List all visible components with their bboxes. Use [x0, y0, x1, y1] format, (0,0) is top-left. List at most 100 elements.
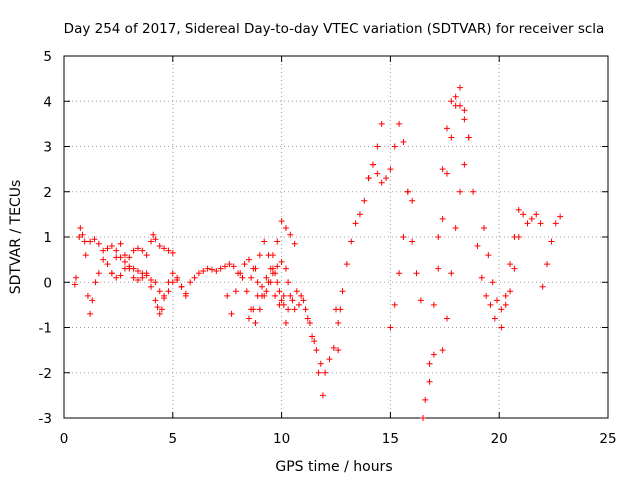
data-point [254, 292, 261, 299]
data-point [461, 116, 468, 123]
data-point [439, 166, 446, 173]
series-s9 [333, 120, 385, 326]
data-point [108, 243, 115, 250]
data-point [315, 369, 322, 376]
data-point [213, 267, 220, 274]
series-s16 [498, 206, 544, 331]
data-point [152, 236, 159, 243]
data-point [156, 310, 163, 317]
data-point [100, 247, 107, 254]
data-point [77, 224, 84, 231]
data-point [524, 220, 531, 227]
data-point [113, 254, 120, 261]
data-point [239, 274, 246, 281]
data-point [448, 98, 455, 105]
data-point [378, 179, 385, 186]
series-s1 [71, 224, 342, 376]
data-point [89, 297, 96, 304]
data-point [165, 247, 172, 254]
data-point [278, 258, 285, 265]
series-s10 [365, 120, 424, 304]
data-point [515, 206, 522, 213]
data-point [443, 170, 450, 177]
data-point [326, 356, 333, 363]
data-point [256, 252, 263, 259]
data-point [296, 301, 303, 308]
series-s7 [269, 218, 298, 259]
x-tick-label: 20 [491, 431, 508, 447]
data-point [139, 247, 146, 254]
data-point [280, 292, 287, 299]
data-point [461, 161, 468, 168]
data-point [252, 319, 259, 326]
data-point [154, 304, 161, 311]
data-point [261, 238, 268, 245]
data-point [487, 301, 494, 308]
data-point [263, 274, 270, 281]
data-point [485, 252, 492, 259]
data-point [148, 238, 155, 245]
data-point [267, 279, 274, 286]
x-tick-label: 5 [169, 431, 178, 447]
data-point [309, 333, 316, 340]
series-s14 [439, 161, 468, 354]
data-point [274, 263, 281, 270]
data-point [422, 396, 429, 403]
grid [64, 56, 608, 418]
data-point [374, 143, 381, 150]
data-point [256, 306, 263, 313]
data-point [113, 247, 120, 254]
data-point [448, 270, 455, 277]
data-point [317, 360, 324, 367]
data-point [457, 84, 464, 91]
y-axis-label: SDTVAR / TECUs [8, 180, 24, 295]
data-point [92, 279, 99, 286]
data-point [278, 218, 285, 225]
data-point [489, 279, 496, 286]
data-point [452, 93, 459, 100]
data-point [222, 263, 229, 270]
data-point [491, 315, 498, 322]
y-tick-label: 3 [43, 140, 52, 156]
data-point [130, 274, 137, 281]
data-point [291, 240, 298, 247]
data-point [274, 279, 281, 286]
data-point [300, 297, 307, 304]
data-point [470, 188, 477, 195]
data-point [502, 292, 509, 299]
data-point [250, 306, 257, 313]
data-point [404, 188, 411, 195]
data-point [465, 134, 472, 141]
data-point [152, 297, 159, 304]
data-point [285, 279, 292, 286]
data-point [511, 265, 518, 272]
data-point [520, 211, 527, 218]
data-point [143, 270, 150, 277]
y-tick-label: 1 [43, 230, 52, 246]
data-point [72, 274, 79, 281]
data-point [430, 351, 437, 358]
data-point [158, 306, 165, 313]
data-point [81, 238, 88, 245]
data-point [241, 261, 248, 268]
data-point [409, 197, 416, 204]
data-point [243, 288, 250, 295]
data-point [426, 360, 433, 367]
data-point [152, 279, 159, 286]
data-point [263, 288, 270, 295]
data-point [335, 319, 342, 326]
data-point [365, 175, 372, 182]
data-point [557, 213, 564, 220]
data-point [443, 315, 450, 322]
data-point [143, 252, 150, 259]
data-point [217, 265, 224, 272]
data-point [91, 236, 98, 243]
data-point [452, 102, 459, 109]
data-point [400, 138, 407, 145]
data-point [443, 125, 450, 132]
data-point [306, 319, 313, 326]
data-point [126, 265, 133, 272]
data-point [134, 276, 141, 283]
data-point [272, 270, 279, 277]
data-point [254, 279, 261, 286]
